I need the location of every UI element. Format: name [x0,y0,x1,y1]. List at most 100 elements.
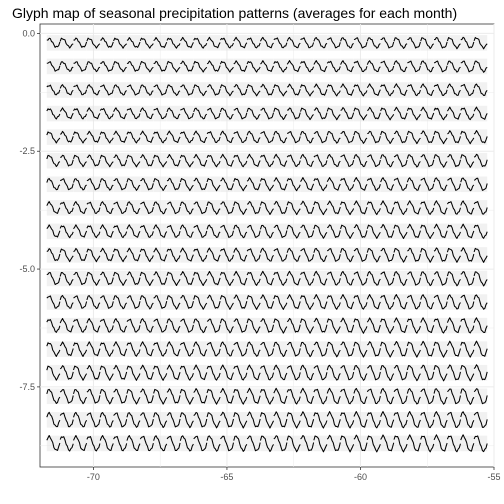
glyph-line [340,154,355,167]
glyph-background [393,435,408,452]
glyph-line [206,270,221,286]
glyph-line [100,61,114,72]
glyph-line [73,201,88,214]
glyph-background [380,364,394,381]
x-tick-label: -65 [220,472,233,482]
glyph-background [247,58,261,75]
glyph-background [367,200,381,216]
glyph-line [259,36,274,49]
glyph-line [366,317,381,333]
glyph-line [393,340,408,357]
glyph-background [300,82,314,98]
glyph-line [353,434,368,452]
axes: -70 -65 -60 -55 0.0 -2.5 -5.0 -7.5 [19,28,500,482]
glyph-line [433,177,448,191]
glyph-line [406,107,421,121]
glyph-background [434,82,448,98]
glyph-line [300,200,315,215]
glyph-background [73,82,87,98]
glyph-line [206,154,221,168]
glyph-background [474,200,488,216]
glyph-line [206,224,221,238]
glyph-line [260,60,275,73]
glyph-line [139,435,154,452]
glyph-line [340,248,355,263]
glyph-line [313,294,328,310]
glyph-background [460,341,474,357]
glyph-line [446,411,461,428]
glyph-line [473,83,488,96]
glyph-line [126,318,141,333]
glyph-line [393,294,408,310]
glyph-background [166,35,181,51]
glyph-line [406,434,421,452]
glyph-line [46,434,61,451]
glyph-background [113,200,127,216]
glyph-background [193,58,207,75]
glyph-line [380,247,395,262]
glyph-background [73,341,87,357]
glyph-background [327,317,341,334]
glyph-background [46,105,60,122]
glyph-background [287,388,301,405]
glyph-background [447,270,461,287]
glyph-line [406,411,421,428]
glyph-background [60,58,74,75]
glyph-line [139,295,154,310]
glyph-line [246,130,261,143]
glyph-line [60,154,74,167]
glyph-background [407,364,421,381]
glyph-line [126,365,141,381]
glyph-line [326,60,341,73]
glyph-background [474,35,488,51]
glyph-line [340,341,355,357]
glyph-line [286,270,301,286]
glyph-line [179,154,194,168]
glyph-line [300,224,315,238]
glyph-line [407,271,421,286]
glyph-line [393,154,408,168]
glyph-line [420,37,435,50]
glyph-line [393,130,408,144]
glyph-line [260,83,275,96]
glyph-line [286,365,301,381]
glyph-line [446,294,461,310]
glyph-line [326,84,341,97]
glyph-background [86,58,100,75]
glyph-line [326,411,341,428]
glyph-line [300,153,315,167]
glyph-line [246,177,261,191]
glyph-line [193,84,208,97]
glyph-background [73,317,87,334]
glyph-background [180,388,194,405]
glyph-line [260,365,275,381]
glyph-background [353,317,368,334]
glyph-background [193,435,207,452]
glyph-background [100,105,114,122]
glyph-line [313,107,328,120]
glyph-line [219,107,234,120]
glyph-line [59,107,74,120]
glyph-background [140,82,154,98]
glyph-line [99,131,114,144]
glyph-line [300,60,315,73]
glyph-line [179,435,194,452]
glyph-line [246,248,261,262]
glyph-line [366,106,381,120]
glyph-line [433,271,448,286]
glyph-line [473,224,488,239]
glyph-line [286,36,301,49]
glyph-background [260,223,274,240]
glyph-background [420,435,434,452]
glyph-background [60,412,74,428]
glyph-line [219,318,234,334]
glyph-line [246,318,261,334]
glyph-line [460,341,475,358]
glyph-background [100,388,114,405]
glyph-line [220,435,234,452]
glyph-background [113,247,127,263]
glyph-line [99,389,114,405]
glyph-line [460,200,475,215]
glyph-line [340,201,355,216]
glyph-background [46,82,60,98]
